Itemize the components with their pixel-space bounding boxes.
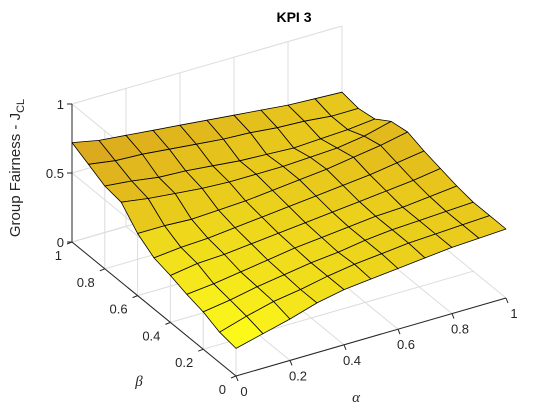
surface-patch [462, 215, 507, 239]
x-tick-mark [505, 297, 509, 304]
wall-grid-line [71, 25, 343, 105]
x-tick-mark [397, 329, 401, 335]
z-tick-label: 0.5 [46, 166, 64, 181]
x-tick-mark [343, 344, 347, 350]
y-axis-line [71, 241, 237, 377]
chart-title: KPI 3 [276, 9, 311, 25]
x-tick-label: 0.6 [397, 337, 415, 352]
y-tick-mark [198, 348, 204, 352]
x-axis-line [235, 297, 507, 377]
z-tick-label: 0 [57, 235, 64, 250]
y-tick-mark [165, 321, 171, 325]
x-tick-mark [451, 313, 455, 319]
x-tick-label: 0.8 [451, 322, 469, 337]
y-tick-mark [132, 295, 138, 299]
label-layer: KPI 3 α β Group Fairness - JCL 0 0.2 0.4 0.… [7, 9, 518, 406]
z-axis-label-main: Group Fairness - J [7, 113, 24, 237]
y-tick-label: 0 [219, 382, 226, 397]
z-axis-label: Group Fairness - JCL [7, 99, 27, 237]
y-tick-label: 0.2 [175, 355, 193, 370]
surface-layer [71, 91, 507, 349]
x-tick-label: 0.4 [343, 353, 361, 368]
z-axis-label-sub: CL [15, 99, 27, 113]
y-axis-label: β [134, 374, 143, 390]
x-tick-label: 1 [510, 306, 517, 321]
y-tick-label: 0.6 [110, 302, 128, 317]
axis-layer [66, 103, 509, 382]
z-tick-label: 1 [57, 97, 64, 112]
x-tick-mark [235, 375, 239, 382]
y-tick-label: 0.4 [142, 328, 160, 343]
x-tick-label: 0 [240, 384, 247, 399]
x-tick-label: 0.2 [289, 368, 307, 383]
y-tick-mark [230, 375, 237, 379]
y-tick-label: 1 [55, 248, 62, 263]
y-tick-mark [99, 268, 105, 272]
y-tick-label: 0.8 [77, 275, 95, 290]
x-axis-label: α [352, 390, 361, 406]
x-tick-mark [289, 360, 293, 366]
